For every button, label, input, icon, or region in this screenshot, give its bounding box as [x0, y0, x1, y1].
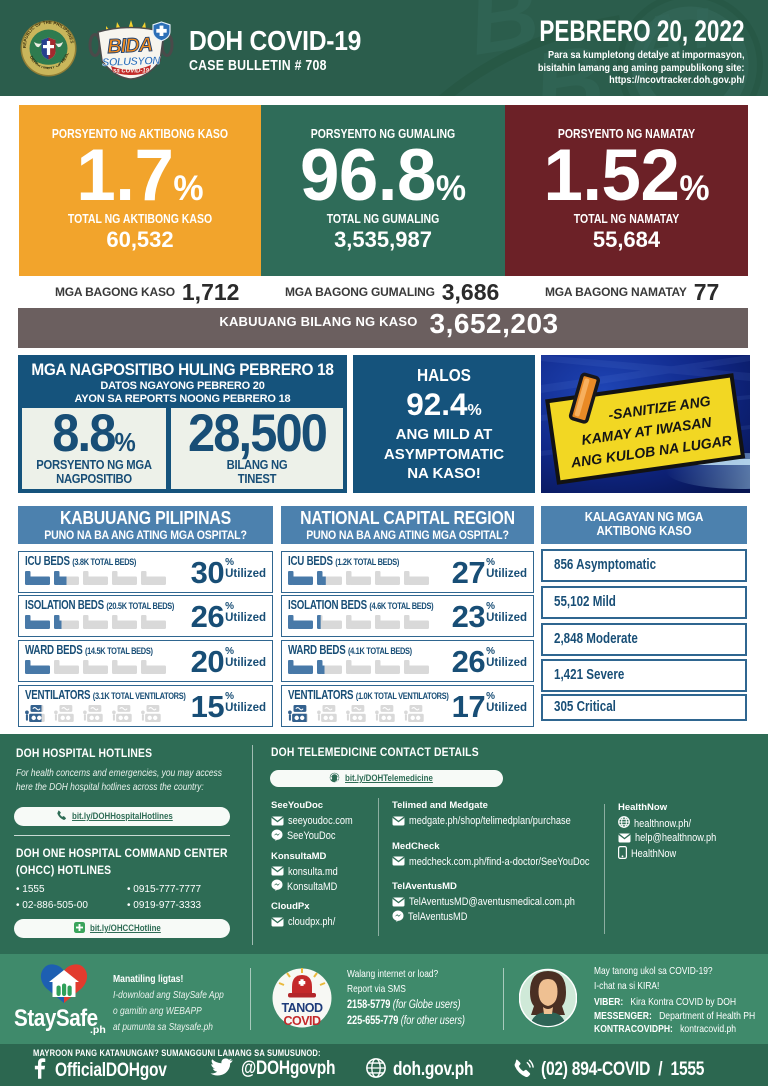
- svg-text:BIDA: BIDA: [107, 34, 153, 58]
- svg-text:sa COVID-19: sa COVID-19: [113, 69, 150, 75]
- svg-text:StaySafe: StaySafe: [14, 1005, 98, 1032]
- svg-text:.ph: .ph: [90, 1024, 106, 1036]
- svg-text:SOLUSYON: SOLUSYON: [102, 55, 162, 69]
- svg-text:B: B: [462, 0, 546, 76]
- svg-text:COVID: COVID: [283, 1014, 321, 1028]
- svg-text:TANOD: TANOD: [281, 1001, 322, 1015]
